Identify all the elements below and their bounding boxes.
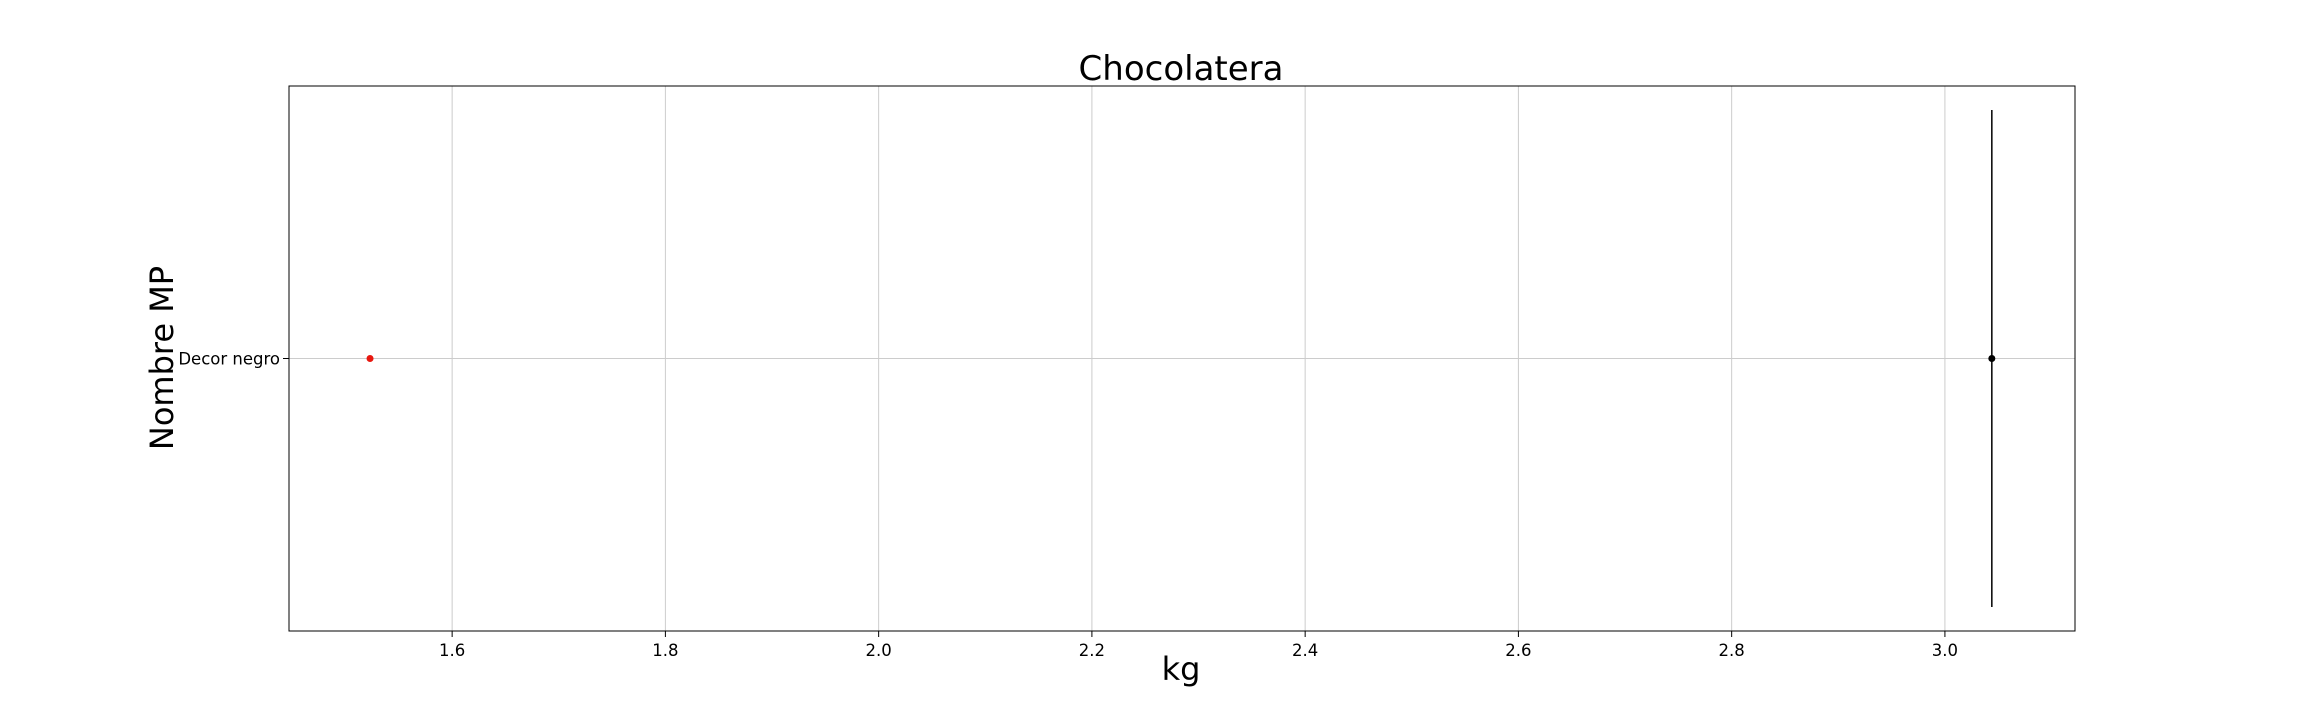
- x-tick-label: 1.8: [652, 641, 678, 660]
- data-point: [1988, 355, 1996, 362]
- x-axis-ticks: 1.6 1.8 2.0 2.2 2.4 2.6 2.8 3.0: [439, 631, 1958, 660]
- chart-title: Chocolatera: [1079, 49, 1284, 89]
- x-tick-label: 2.0: [866, 641, 892, 660]
- grid: [289, 86, 2075, 631]
- plot-area-frame: [288, 85, 2076, 632]
- x-axis-label: kg: [1162, 650, 1201, 688]
- y-tick-label: Decor negro: [178, 350, 280, 369]
- x-tick-label: 3.0: [1932, 641, 1958, 660]
- x-tick-label: 2.4: [1292, 641, 1318, 660]
- x-tick-label: 2.2: [1079, 641, 1105, 660]
- data-point: [366, 355, 374, 362]
- y-axis-label: Nombre MP: [143, 266, 181, 450]
- data-marks: [366, 110, 1996, 607]
- x-tick-label: 1.6: [439, 641, 465, 660]
- x-tick-label: 2.6: [1505, 641, 1531, 660]
- x-tick-label: 2.8: [1719, 641, 1745, 660]
- y-axis-ticks: Decor negro: [178, 350, 289, 369]
